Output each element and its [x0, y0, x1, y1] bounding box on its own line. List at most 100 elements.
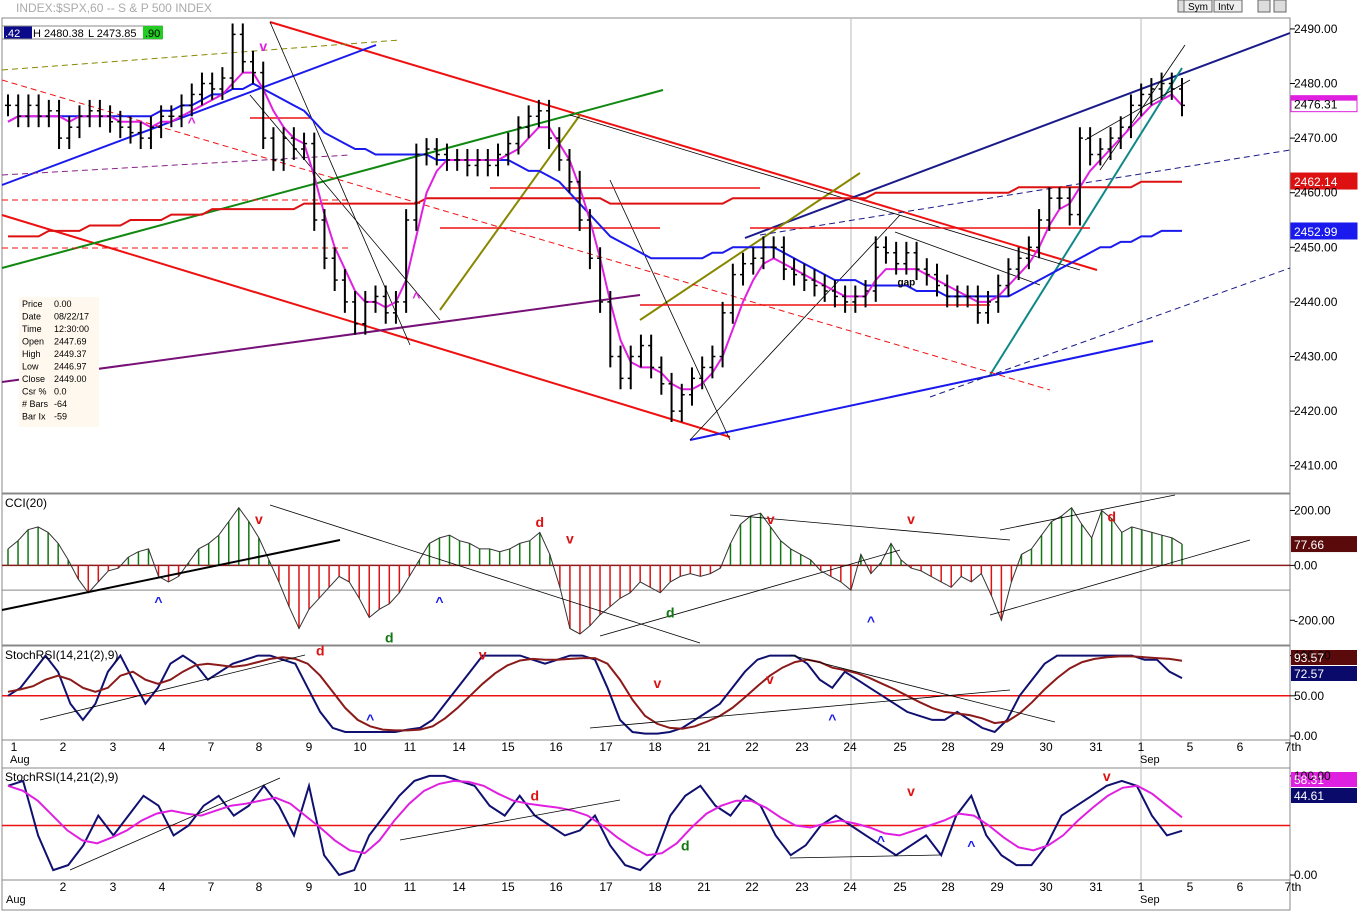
x-tick-label: 7th: [1285, 880, 1302, 894]
thin-trend-line: [689, 214, 901, 441]
x-tick-label: 14: [452, 880, 466, 894]
stochrsi-trend-line: [39, 654, 306, 721]
window-controls: Sym Intv: [1177, 0, 1287, 13]
dashed-trend-line: [1, 79, 1051, 391]
info-row-value: 2449.00: [54, 374, 87, 384]
cci-annotation: ^: [867, 613, 875, 629]
stochrsi-trend-line: [589, 689, 1011, 729]
x-tick-label: 3: [110, 880, 117, 894]
price-ma-blue-line: [7, 82, 1182, 298]
stochrsi2-slow-line: [7, 779, 1183, 857]
x-tick-label: 9: [306, 880, 313, 894]
price-last-value-box: [1290, 172, 1358, 190]
x-tick-label: 11: [404, 880, 417, 894]
stochrsi2-annotation: d: [681, 837, 690, 853]
x-tick-label: 16: [549, 880, 563, 894]
sym-button-label: Sym: [1188, 2, 1208, 13]
price-last-value-label: 2452.99: [1294, 225, 1338, 239]
cci-trend-line: [729, 514, 1011, 541]
info-row-value: 0.00: [54, 299, 72, 309]
x-tick-label: 16: [549, 740, 563, 754]
ohlc-high: H 2480.38: [33, 28, 84, 40]
cci-annotation: d: [536, 514, 545, 530]
price-y-tick-label: 2420.00: [1294, 404, 1338, 418]
date-axis-strip-2: [1, 879, 1291, 911]
maximize-button[interactable]: [1273, 0, 1287, 13]
info-row-label: High: [22, 349, 41, 359]
price-y-tick-label: 2430.00: [1294, 350, 1338, 364]
intv-button-label: Intv: [1218, 2, 1234, 13]
x-tick-label: 31: [1089, 880, 1103, 894]
cci-trend-line: [999, 494, 1176, 531]
x-tick-label: 2: [60, 740, 67, 754]
cci-annotation: d: [385, 629, 394, 645]
info-row-label: Open: [22, 337, 44, 347]
x-tick-label: 1: [11, 740, 18, 754]
blue-resistance-line: [744, 32, 1291, 239]
x-tick-label: 25: [893, 880, 907, 894]
x-tick-label: 4: [159, 740, 166, 754]
stochrsi2-last-value-box: [1291, 772, 1357, 787]
olive-trend-line-2: [439, 114, 581, 311]
x-tick-label: 30: [1039, 740, 1053, 754]
stochrsi2-last-value-label: 44.61: [1294, 789, 1324, 803]
x-tick-label: 18: [648, 880, 662, 894]
x-month-label: Aug: [6, 894, 26, 906]
x-tick-label: 14: [452, 740, 466, 754]
stochrsi2-y-tick-label: 0.00: [1294, 868, 1318, 882]
x-tick-label: 30: [1039, 880, 1053, 894]
blue-support-line: [689, 340, 1154, 441]
info-row-value: 08/22/17: [54, 312, 89, 322]
x-tick-label: 24: [843, 740, 857, 754]
cci-annotation: d: [666, 605, 675, 621]
cci-trend-line: [1, 539, 341, 611]
thin-trend-line: [894, 231, 1041, 286]
price-y-tick-label: 2460.00: [1294, 186, 1338, 200]
cci-annotation: ^: [435, 594, 443, 610]
stochrsi2-annotation: v: [1103, 768, 1111, 784]
intv-button[interactable]: [1213, 0, 1243, 13]
stochrsi1-annotation: v: [479, 647, 487, 663]
info-row-value: -64: [54, 399, 67, 409]
info-row-value: 2446.97: [54, 362, 87, 372]
ohlc-open: .42: [5, 28, 20, 40]
stochrsi1-annotation: d: [316, 643, 325, 659]
ohlc-low: L 2473.85: [88, 28, 137, 40]
cci-y-tick-label: -200.00: [1294, 613, 1335, 627]
stochrsi2-y-tick-label: 100.00: [1294, 769, 1331, 783]
price-annotation: gap: [897, 278, 915, 289]
x-month-label: Sep: [1140, 754, 1160, 766]
x-tick-label: 25: [893, 740, 907, 754]
cci-annotation: ^: [154, 594, 162, 610]
x-tick-label: 1: [1138, 880, 1145, 894]
stochrsi1-last-value-label: 72.57: [1294, 667, 1324, 681]
price-ma-magenta-line: [7, 71, 1183, 391]
price-y-tick-label: 2480.00: [1294, 77, 1338, 91]
stochrsi1-annotation: ^: [828, 711, 836, 727]
stochrsi-trend-line: [399, 799, 621, 841]
x-tick-label: 17: [599, 880, 613, 894]
price-y-tick-label: 2410.00: [1294, 459, 1338, 473]
x-month-label: Aug: [10, 754, 30, 766]
stochrsi2-title: StochRSI(14,21(2),9): [5, 770, 118, 784]
price-last-value-label: 2462.14: [1294, 175, 1338, 189]
sym-button[interactable]: [1183, 0, 1213, 13]
x-tick-label: 24: [843, 880, 857, 894]
cci-annotation: v: [907, 511, 915, 527]
ohlc-change: .90: [145, 28, 160, 40]
cci-annotation: d: [1107, 508, 1116, 524]
info-row-label: Date: [22, 312, 41, 322]
blue-rising-line: [1, 44, 377, 186]
close-panel-button[interactable]: [1257, 0, 1271, 13]
x-tick-label: 21: [697, 740, 711, 754]
x-tick-label: 4: [159, 880, 166, 894]
x-tick-label: 22: [745, 880, 759, 894]
info-row-value: -59: [54, 412, 67, 422]
x-tick-label: 7: [208, 740, 215, 754]
teal-trend-line: [989, 67, 1183, 376]
price-last-value-label: 2476.31: [1294, 98, 1338, 112]
chart-title: INDEX:$SPX,60 -- S & P 500 INDEX: [16, 1, 212, 15]
x-tick-label: 21: [697, 880, 711, 894]
